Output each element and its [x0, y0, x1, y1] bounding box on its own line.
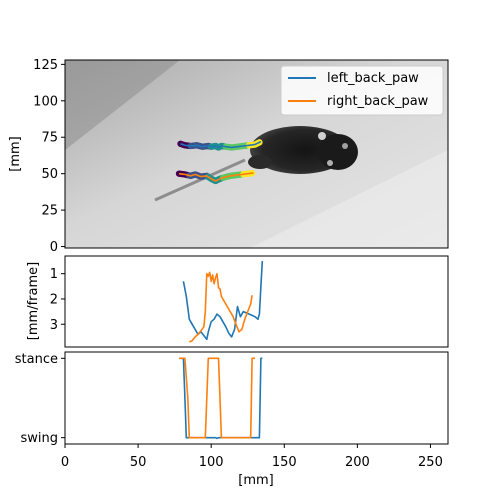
top-series-right-back-paw	[178, 172, 254, 182]
bottom-xtick-label: 50	[130, 455, 147, 470]
bottom-xtick-label: 200	[345, 455, 370, 470]
middle-ytick-label: 1	[50, 267, 58, 282]
bottom-xtick-label: 100	[199, 455, 224, 470]
bottom-axes-frame	[64, 351, 449, 445]
middle-axes-frame	[64, 255, 449, 348]
top-ytick-label: 0	[50, 240, 58, 255]
mouse-silhouette	[248, 126, 358, 174]
top-series-left-back-paw	[180, 140, 262, 149]
middle-series-right-back-paw	[188, 271, 253, 343]
bottom-ytick-label: stance	[15, 352, 58, 367]
top-ytick-label: 100	[33, 94, 58, 109]
top-ytick-label: 50	[41, 167, 58, 182]
legend: left_back_paw right_back_paw	[280, 65, 444, 116]
bottom-xtick-label: 0	[61, 455, 69, 470]
bottom-series-right-back-paw	[179, 357, 255, 439]
bottom-panel: stance swing 0 50 100 150 200 250 [mm]	[15, 351, 449, 488]
bottom-xtick-label: 150	[272, 455, 297, 470]
bottom-xtick-label: 250	[418, 455, 443, 470]
bottom-xlabel: [mm]	[238, 473, 273, 488]
bottom-ytick-label: swing	[20, 431, 58, 446]
top-ytick-label: 25	[41, 204, 58, 219]
legend-label-left-back-paw: left_back_paw	[327, 71, 419, 86]
top-panel: 0 25 50 75 100 125 [mm] left_back_paw right_b…	[8, 58, 449, 255]
top-ylabel: [mm]	[8, 136, 23, 171]
middle-ytick-label: 3	[50, 318, 58, 333]
top-axes-frame	[64, 59, 449, 249]
middle-panel: 1 2 3 [mm/frame]	[26, 255, 449, 348]
top-ytick-label: 125	[33, 58, 58, 73]
top-ytick-label: 75	[41, 131, 58, 146]
bottom-series-left-back-paw	[180, 357, 263, 440]
middle-ylabel: [mm/frame]	[26, 262, 41, 340]
legend-label-right-back-paw: right_back_paw	[327, 94, 429, 109]
middle-ytick-label: 2	[50, 292, 58, 307]
middle-series-left-back-paw	[182, 261, 264, 341]
